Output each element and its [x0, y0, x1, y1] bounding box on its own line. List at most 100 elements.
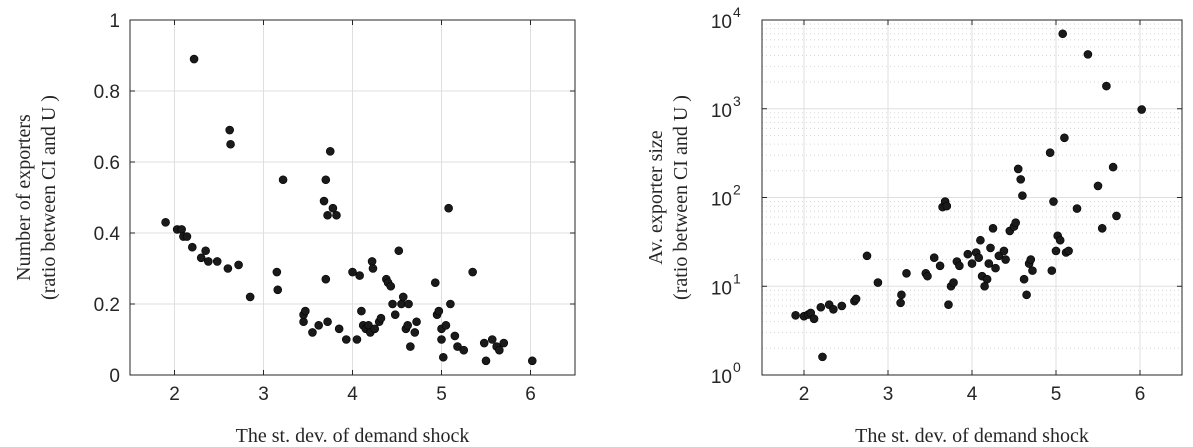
- data-point: [873, 278, 883, 287]
- data-point: [949, 278, 958, 287]
- data-point: [1001, 255, 1010, 264]
- data-point: [334, 324, 344, 334]
- data-point: [1112, 211, 1121, 221]
- y-tick-label: 0.4: [94, 224, 121, 245]
- data-point: [1108, 162, 1118, 172]
- y-tick-label: 10: [711, 190, 732, 211]
- data-point: [481, 356, 491, 366]
- y-tick-label: 10: [711, 278, 732, 299]
- data-point: [955, 261, 964, 271]
- data-point: [829, 304, 838, 314]
- data-point: [963, 249, 973, 259]
- x-axis-label: The st. dev. of demand shock: [855, 425, 1089, 447]
- y-tick-label: 10: [711, 12, 732, 33]
- data-point: [341, 335, 351, 344]
- data-point: [974, 253, 984, 262]
- data-point: [225, 125, 234, 135]
- data-point: [527, 356, 537, 366]
- data-point: [273, 285, 283, 295]
- data-point: [923, 271, 932, 281]
- data-point: [1045, 148, 1055, 157]
- data-point: [404, 299, 413, 309]
- data-point: [328, 203, 338, 213]
- data-point: [301, 306, 310, 316]
- y-tick-label: 0.8: [94, 82, 120, 103]
- data-point: [204, 257, 213, 266]
- data-point: [223, 264, 233, 273]
- data-point: [370, 324, 380, 334]
- data-point: [976, 235, 985, 245]
- exporters-count-chart: 2 3 4 5 6 0 0.2 0.4 0.6 0.8 1 The st. dev. of deman…: [13, 11, 576, 447]
- data-point: [1137, 105, 1146, 114]
- data-point: [398, 292, 408, 302]
- data-point: [816, 302, 826, 312]
- data-point: [441, 320, 451, 330]
- data-point: [837, 301, 847, 311]
- data-point: [410, 328, 420, 337]
- x-tick-label: 5: [1051, 384, 1062, 405]
- data-point: [1093, 181, 1103, 191]
- x-tick-label: 2: [169, 384, 180, 405]
- data-point: [1055, 235, 1065, 245]
- y-tick-label: 0.6: [94, 153, 120, 174]
- data-point: [1013, 164, 1023, 174]
- y-tick-label-exponent: 1: [733, 270, 741, 286]
- data-point: [1097, 223, 1107, 233]
- data-point: [1047, 266, 1057, 275]
- data-point: [182, 232, 192, 241]
- y-tick-label-exponent: 4: [733, 4, 741, 20]
- data-point: [388, 299, 397, 309]
- data-point: [386, 281, 396, 291]
- data-point: [189, 54, 199, 64]
- y-tick-label: 1: [109, 11, 120, 32]
- data-point: [325, 147, 335, 156]
- data-point: [323, 317, 332, 327]
- x-tick-label: 5: [436, 384, 447, 405]
- data-point: [929, 253, 939, 262]
- data-point: [201, 246, 210, 256]
- data-point: [319, 196, 329, 206]
- data-point: [935, 261, 945, 271]
- data-point: [999, 246, 1009, 256]
- data-point: [321, 274, 331, 284]
- data-point: [161, 218, 170, 227]
- data-point: [450, 331, 460, 341]
- data-point: [459, 345, 469, 355]
- data-point: [1019, 274, 1029, 284]
- data-point: [394, 246, 404, 256]
- y-tick-label-exponent: 0: [733, 359, 741, 375]
- data-point: [348, 267, 357, 277]
- data-point: [1064, 246, 1073, 256]
- data-point: [902, 268, 911, 278]
- x-tick-label: 4: [967, 384, 978, 405]
- x-tick-label: 3: [258, 384, 269, 405]
- data-point: [376, 313, 386, 323]
- data-point: [446, 299, 455, 309]
- data-point: [1018, 191, 1027, 200]
- y-tick-label: 0: [109, 366, 120, 387]
- data-point: [499, 338, 509, 348]
- data-point: [226, 139, 235, 149]
- data-point: [368, 264, 378, 273]
- data-point: [1026, 255, 1036, 264]
- data-point: [809, 314, 819, 324]
- x-tick-label: 3: [883, 384, 894, 405]
- data-point: [1102, 81, 1111, 91]
- y-tick-label: 10: [711, 101, 732, 122]
- data-point: [403, 320, 412, 330]
- y-axis-label: Av. exporter size: [645, 130, 667, 265]
- y-axis-label-sub: (ratio between CI and U ): [38, 95, 60, 300]
- data-point: [1028, 266, 1037, 275]
- data-point: [896, 298, 905, 308]
- data-point: [1011, 218, 1020, 228]
- data-point: [278, 175, 288, 185]
- data-point: [367, 257, 377, 266]
- data-point: [444, 203, 453, 213]
- data-point: [984, 259, 994, 268]
- data-point: [1083, 50, 1093, 59]
- data-point: [314, 320, 323, 330]
- data-point: [299, 317, 308, 327]
- data-point: [412, 317, 421, 327]
- x-axis-label: The st. dev. of demand shock: [236, 425, 470, 447]
